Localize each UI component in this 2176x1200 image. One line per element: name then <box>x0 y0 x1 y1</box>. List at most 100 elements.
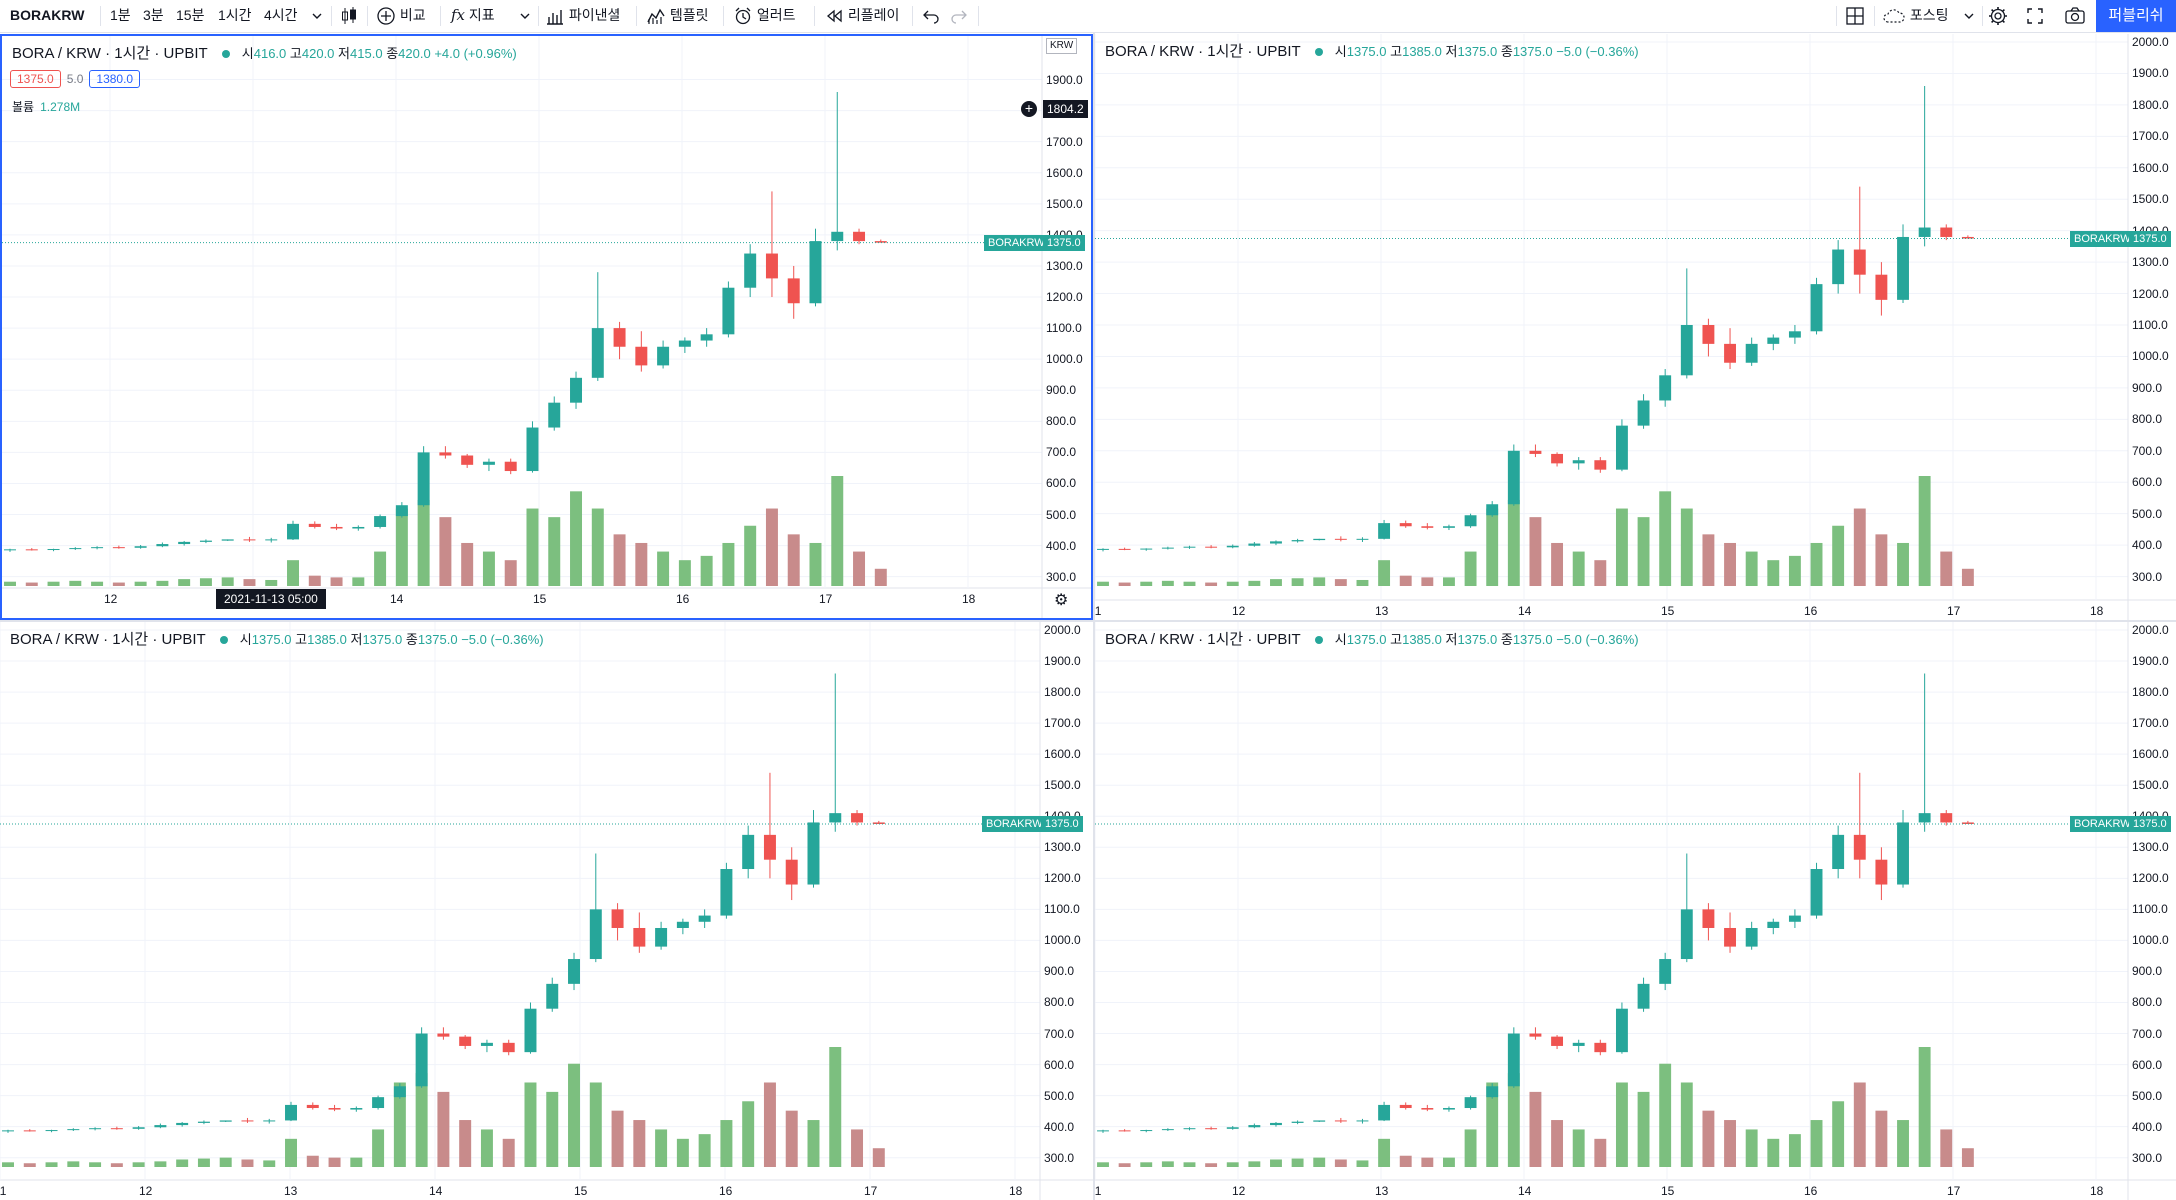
chart-title[interactable]: BORA / KRW · 1시간 · UPBIT <box>10 631 206 648</box>
candle-body <box>1615 1008 1628 1053</box>
chart-pane-bottom-left[interactable]: BORA / KRW · 1시간 · UPBIT 시1375.0 고1385.0… <box>0 622 1093 1200</box>
volume-bar <box>1594 560 1607 586</box>
chart-plot[interactable] <box>2 36 1093 620</box>
chart-title[interactable]: BORA / KRW · 1시간 · UPBIT <box>12 45 208 62</box>
publish-button[interactable]: 퍼블리쉬 <box>2096 0 2176 32</box>
candle-body <box>1464 1097 1477 1109</box>
ideas-chevron-icon[interactable] <box>1964 0 1974 32</box>
crosshair-date-label: 2021-11-13 05:00 <box>216 589 326 609</box>
candle-body <box>1443 526 1455 528</box>
axis-settings-gear-icon[interactable]: ⚙ <box>1054 592 1069 609</box>
bar-chart-icon <box>547 10 563 25</box>
time-tick-label: 17 <box>1947 604 1961 618</box>
templates-button[interactable]: 템플릿 <box>646 0 709 32</box>
chart-title[interactable]: BORA / KRW · 1시간 · UPBIT <box>1105 43 1301 60</box>
candle-body <box>589 909 602 960</box>
pane-divider-vertical[interactable] <box>1093 33 1095 1200</box>
candle-body <box>1702 909 1715 928</box>
compare-button[interactable]: 비교 <box>376 0 426 32</box>
alerts-button[interactable]: 얼러트 <box>733 0 796 32</box>
volume-bar <box>352 577 365 586</box>
pane-divider-horizontal[interactable] <box>0 620 2176 622</box>
volume-bar <box>546 1091 559 1167</box>
buy-price-button[interactable]: 1380.0 <box>89 70 141 88</box>
interval-dropdown-chevron-icon[interactable] <box>312 0 322 32</box>
price-tick-label: 1500.0 <box>1046 196 1083 211</box>
candle-body <box>548 402 561 428</box>
layout-grid-icon[interactable] <box>1845 0 1865 32</box>
chart-pane-bottom-right[interactable]: BORA / KRW · 1시간 · UPBIT 시1375.0 고1385.0… <box>1095 622 2176 1200</box>
candle-body <box>698 915 711 922</box>
fullscreen-icon[interactable] <box>2026 0 2044 32</box>
time-tick-label: 18 <box>1009 1184 1023 1198</box>
toolbar-divider <box>978 6 979 26</box>
chart-pane-top-left[interactable]: BORA / KRW · 1시간 · UPBIT 시416.0 고420.0 저… <box>0 34 1093 620</box>
interval-1h-button[interactable]: 1시간 <box>218 7 252 23</box>
price-tick-label: 1700.0 <box>1046 134 1083 149</box>
candle-body <box>1248 543 1261 546</box>
interval-4h-button[interactable]: 4시간 <box>264 7 298 23</box>
settings-gear-icon[interactable] <box>1987 0 2009 32</box>
candle-body <box>1594 1042 1607 1053</box>
candle-body <box>1659 959 1672 984</box>
volume-bar <box>395 508 408 586</box>
volume-bar <box>872 1148 885 1167</box>
candle-body <box>1313 538 1326 541</box>
replay-button[interactable]: 리플레이 <box>824 0 899 32</box>
volume-bar <box>132 1162 145 1167</box>
candle-body <box>110 1128 123 1130</box>
chart-title[interactable]: BORA / KRW · 1시간 · UPBIT <box>1105 631 1301 648</box>
candle-body <box>1140 1130 1153 1132</box>
chart-pane-top-right[interactable]: BORA / KRW · 1시간 · UPBIT 시1375.0 고1385.0… <box>1095 34 2176 620</box>
volume-bar <box>1659 1063 1672 1167</box>
candle-body <box>1291 1121 1304 1123</box>
candle-body <box>1097 1130 1109 1132</box>
volume-bar <box>1637 517 1650 586</box>
candle-body <box>1226 545 1239 548</box>
candle-body <box>1097 548 1109 550</box>
candle-body <box>1399 523 1412 527</box>
volume-bar <box>1702 1110 1715 1167</box>
chart-legend: BORA / KRW · 1시간 · UPBIT 시416.0 고420.0 저… <box>12 42 517 63</box>
candle-body <box>1291 540 1304 542</box>
candle-body <box>393 1086 406 1098</box>
volume-bar <box>417 499 430 586</box>
volume-bar <box>1572 551 1585 586</box>
ideas-button[interactable]: 포스팅 <box>1882 0 1949 32</box>
candle-style-icon[interactable] <box>338 0 360 32</box>
volume-bar <box>482 551 495 586</box>
sell-price-button[interactable]: 1375.0 <box>10 70 61 88</box>
chart-plot[interactable] <box>1095 622 2176 1200</box>
candle-body <box>851 813 864 823</box>
camera-icon[interactable] <box>2064 0 2086 32</box>
candle-body <box>1572 460 1585 464</box>
volume-bar <box>1832 1101 1845 1167</box>
financials-button[interactable]: 파이낸셜 <box>545 0 620 32</box>
volume-bar <box>199 578 212 586</box>
candle-body <box>1810 869 1823 916</box>
volume-bar <box>613 534 626 586</box>
candle-body <box>1767 337 1780 344</box>
rewind-icon <box>826 9 842 23</box>
currency-select[interactable]: KRW <box>1046 38 1078 54</box>
interval-1m-button[interactable]: 1분 <box>110 7 131 23</box>
interval-15m-button[interactable]: 15분 <box>176 7 205 23</box>
symbol-search-button[interactable]: BORAKRW <box>10 7 85 23</box>
add-alert-plus-icon[interactable]: + <box>1020 100 1038 119</box>
price-tick-label: 1900.0 <box>2132 654 2169 669</box>
time-tick-label: 16 <box>1804 1184 1818 1198</box>
volume-bar <box>1810 1120 1823 1167</box>
interval-3m-button[interactable]: 3분 <box>143 7 164 23</box>
indicators-chevron-icon[interactable] <box>520 0 530 32</box>
toolbar-divider <box>331 6 332 26</box>
volume-bar <box>1832 525 1845 586</box>
indicators-button[interactable]: fx 지표 <box>451 0 495 32</box>
chart-plot[interactable] <box>0 622 1093 1200</box>
volume-bar <box>807 1120 820 1167</box>
chart-plot[interactable] <box>1095 34 2176 620</box>
undo-icon[interactable] <box>922 0 940 32</box>
candle-body <box>1724 927 1736 947</box>
candle-body <box>1918 227 1931 237</box>
redo-icon[interactable] <box>950 0 968 32</box>
price-tick-label: 1000.0 <box>2132 933 2169 948</box>
